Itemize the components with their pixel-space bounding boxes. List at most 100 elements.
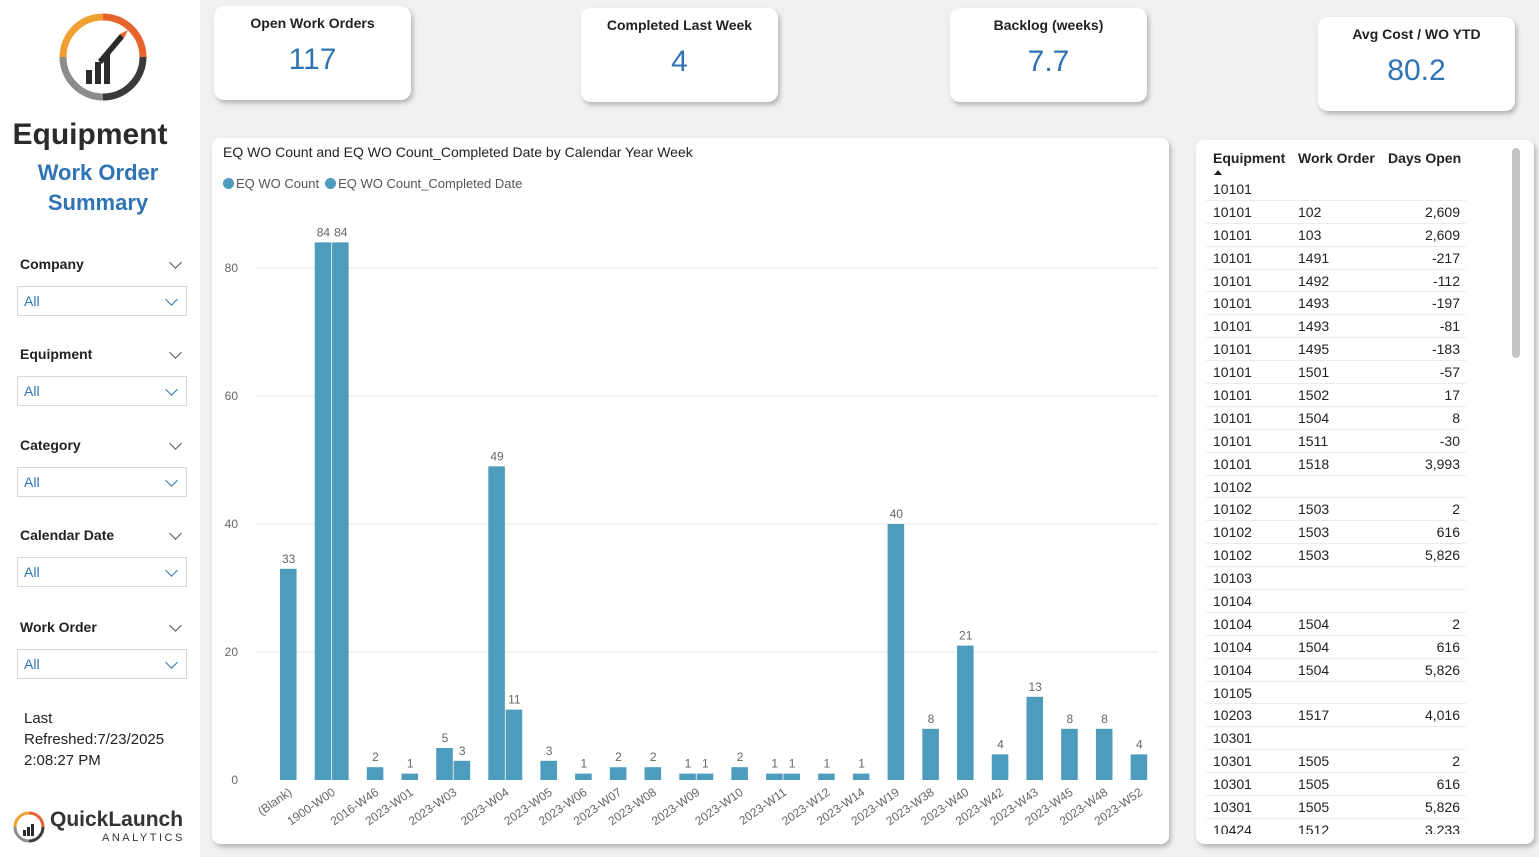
bar[interactable] (696, 773, 714, 780)
table-row[interactable]: 10104 1504 5,826 (1206, 659, 1466, 682)
bar[interactable] (1061, 728, 1078, 780)
bar[interactable] (783, 773, 800, 780)
table-row[interactable]: 10101 1501 -57 (1206, 361, 1466, 385)
equipment-dropdown[interactable]: All (17, 376, 187, 406)
cell-days-open: -81 (1439, 318, 1460, 335)
sort-ascending-icon[interactable] (1214, 170, 1222, 175)
company-dropdown[interactable]: All (17, 286, 187, 316)
table-row[interactable]: 10105 (1206, 682, 1466, 705)
bar[interactable] (488, 466, 505, 780)
kpi-label: Open Work Orders (250, 15, 375, 31)
bar[interactable] (1026, 696, 1044, 780)
table-row[interactable]: 10203 1517 4,016 (1206, 704, 1466, 728)
table-row[interactable]: 10101 1511 -30 (1206, 430, 1466, 453)
y-tick-label: 0 (231, 773, 238, 787)
kpi-label: Backlog (weeks) (993, 17, 1104, 33)
bar[interactable] (731, 767, 748, 780)
kpi-label: Avg Cost / WO YTD (1352, 26, 1481, 42)
table-row[interactable]: 10104 1504 2 (1206, 613, 1466, 636)
bar[interactable] (366, 767, 384, 780)
table-row[interactable]: 10424 1512 3,233 (1206, 819, 1466, 834)
cell-work-order: 1511 (1298, 432, 1329, 449)
page-subtitle-line2: Summary (47, 190, 149, 215)
equipment-filter: Equipment All (17, 344, 187, 406)
column-header-equipment[interactable]: Equipment (1213, 150, 1286, 166)
table-scrollbar[interactable] (1512, 148, 1520, 358)
bar[interactable] (818, 773, 835, 780)
table-row[interactable]: 10101 1502 17 (1206, 384, 1466, 407)
table-row[interactable]: 10301 1505 5,826 (1206, 796, 1466, 819)
chevron-down-icon[interactable] (169, 436, 182, 450)
table-row[interactable]: 10104 (1206, 590, 1466, 613)
table-row[interactable]: 10103 (1206, 567, 1466, 591)
cell-equipment: 10104 (1213, 638, 1252, 655)
chart-legend: EQ WO Count EQ WO Count_Completed Date (223, 176, 522, 191)
table-row[interactable]: 10101 103 2,609 (1206, 224, 1466, 247)
chevron-down-icon[interactable] (169, 618, 182, 632)
table-row[interactable]: 10101 1493 -197 (1206, 292, 1466, 316)
bar-data-label: 84 (317, 225, 331, 239)
bar[interactable] (280, 568, 297, 780)
table-row[interactable]: 10101 1495 -183 (1206, 338, 1466, 362)
y-tick-label: 80 (225, 261, 239, 275)
bar[interactable] (766, 773, 783, 780)
chevron-down-icon[interactable] (169, 345, 182, 359)
bar[interactable] (401, 773, 419, 780)
work-order-filter: Work Order All (17, 617, 187, 679)
table-row[interactable]: 10102 1503 5,826 (1206, 544, 1466, 568)
bar[interactable] (644, 767, 662, 780)
bar[interactable] (1095, 728, 1113, 780)
bar[interactable] (436, 748, 453, 780)
bar[interactable] (852, 773, 870, 780)
cell-equipment: 10101 (1213, 341, 1252, 358)
table-row[interactable]: 10104 1504 616 (1206, 636, 1466, 659)
cell-work-order: 1504 (1298, 615, 1330, 632)
bar[interactable] (922, 728, 939, 780)
cell-equipment: 10101 (1213, 455, 1252, 472)
category-dropdown-value: All (24, 474, 40, 490)
category-filter: Category All (17, 435, 187, 497)
column-header-work-order[interactable]: Work Order (1298, 150, 1375, 166)
table-row[interactable]: 10301 1505 616 (1206, 773, 1466, 797)
bar-data-label: 1 (580, 757, 587, 771)
table-row[interactable]: 10102 1503 2 (1206, 498, 1466, 522)
legend-item-eq-wo-count-completed[interactable]: EQ WO Count_Completed Date (325, 176, 522, 191)
cell-equipment: 10102 (1213, 501, 1252, 518)
bar[interactable] (314, 242, 332, 780)
table-row[interactable]: 10101 1504 8 (1206, 407, 1466, 430)
bar[interactable] (679, 773, 696, 780)
cell-work-order: 1518 (1298, 455, 1330, 472)
bar[interactable] (505, 709, 523, 780)
table-row[interactable]: 10101 1492 -112 (1206, 270, 1466, 293)
bar[interactable] (957, 645, 974, 780)
bar-data-label: 1 (858, 757, 865, 771)
bar-data-label: 21 (959, 629, 973, 643)
bar[interactable] (453, 760, 471, 780)
bar[interactable] (540, 760, 557, 780)
chevron-down-icon[interactable] (169, 526, 182, 540)
bar[interactable] (332, 242, 349, 780)
table-row[interactable]: 10101 1518 3,993 (1206, 453, 1466, 476)
table-row[interactable]: 10102 (1206, 476, 1466, 499)
bar[interactable] (991, 754, 1009, 780)
table-row[interactable]: 10101 1493 -81 (1206, 315, 1466, 339)
table-row[interactable]: 10301 1505 2 (1206, 750, 1466, 774)
table-row[interactable]: 10101 (1206, 178, 1466, 201)
calendar-date-dropdown[interactable]: All (17, 557, 187, 587)
column-header-days-open[interactable]: Days Open (1388, 150, 1462, 166)
table-row[interactable]: 10301 (1206, 727, 1466, 751)
bar[interactable] (609, 767, 627, 780)
legend-item-eq-wo-count[interactable]: EQ WO Count (223, 176, 319, 191)
table-row[interactable]: 10102 1503 616 (1206, 521, 1466, 545)
legend-dot (223, 178, 234, 189)
table-row[interactable]: 10101 102 2,609 (1206, 201, 1466, 224)
bar[interactable] (887, 524, 905, 780)
table-row[interactable]: 10101 1491 -217 (1206, 247, 1466, 270)
category-dropdown[interactable]: All (17, 467, 187, 497)
bar[interactable] (1130, 754, 1148, 780)
bar[interactable] (575, 773, 592, 780)
quicklaunch-logo-icon (13, 811, 45, 843)
work-order-dropdown[interactable]: All (17, 649, 187, 679)
chevron-down-icon[interactable] (169, 255, 182, 269)
